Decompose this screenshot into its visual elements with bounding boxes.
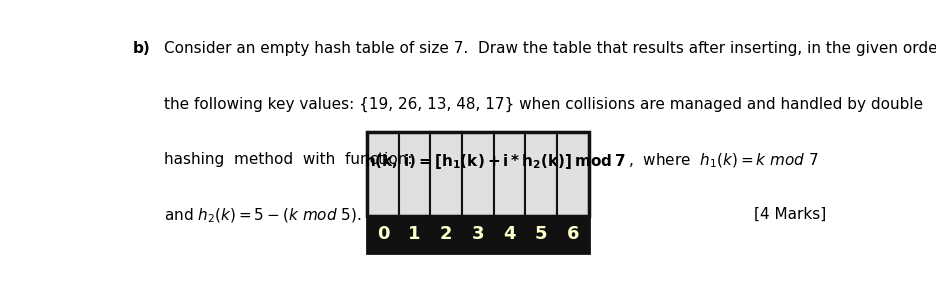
Text: the following key values: {19, 26, 13, 48, 17} when collisions are managed and h: the following key values: {19, 26, 13, 4…: [164, 96, 923, 112]
Text: and $h_2(k) = 5 - (k\ \mathit{mod}\ 5)$.: and $h_2(k) = 5 - (k\ \mathit{mod}\ 5)$.: [164, 207, 362, 225]
Bar: [399, 132, 431, 216]
Text: $\mathbf{h(k,\,i) = [h_1(k) + i * h_2(k)]\,mod\,7}$: $\mathbf{h(k,\,i) = [h_1(k) + i * h_2(k)…: [364, 152, 625, 170]
Bar: [367, 216, 589, 253]
Text: 3: 3: [472, 225, 484, 243]
Text: 4: 4: [504, 225, 516, 243]
Bar: [431, 132, 462, 216]
Bar: [525, 132, 557, 216]
Bar: [367, 132, 589, 216]
Bar: [367, 132, 399, 216]
Bar: [557, 132, 589, 216]
Text: 6: 6: [566, 225, 579, 243]
Text: [4 Marks]: [4 Marks]: [754, 207, 826, 222]
Bar: [462, 132, 493, 216]
Text: hashing  method  with  function:: hashing method with function:: [164, 152, 422, 166]
Text: b): b): [133, 41, 151, 56]
Text: 0: 0: [377, 225, 389, 243]
Bar: [493, 132, 525, 216]
Text: ,  where  $h_1(k) = k\ \mathit{mod}\ 7$: , where $h_1(k) = k\ \mathit{mod}\ 7$: [628, 152, 819, 170]
Text: Consider an empty hash table of size 7.  Draw the table that results after inser: Consider an empty hash table of size 7. …: [164, 41, 936, 56]
Text: 5: 5: [534, 225, 548, 243]
Text: 2: 2: [440, 225, 452, 243]
Text: 1: 1: [408, 225, 421, 243]
